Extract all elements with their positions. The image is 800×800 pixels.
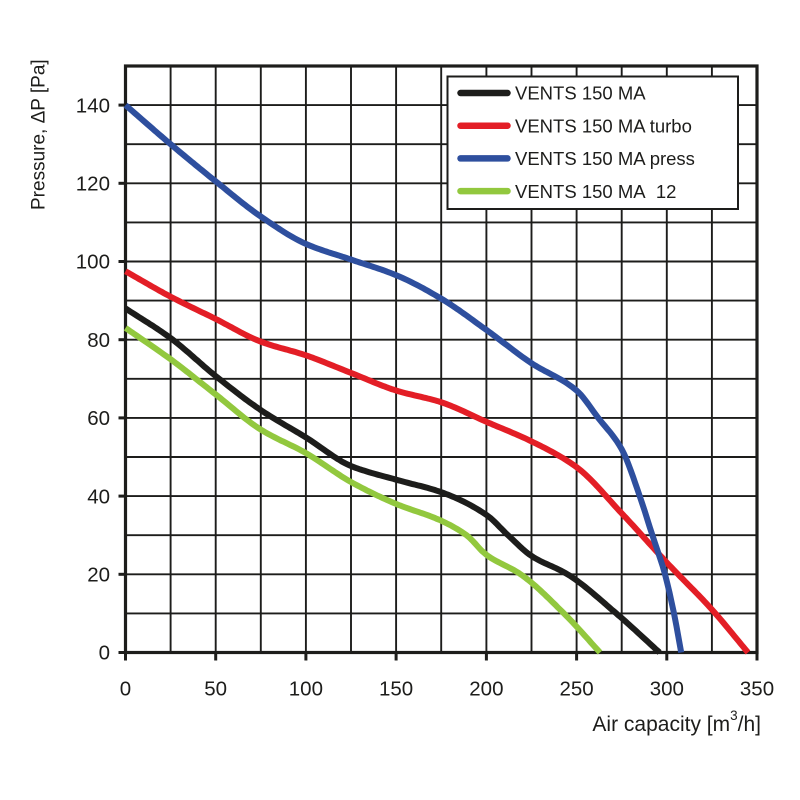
svg-text:150: 150	[379, 678, 413, 701]
svg-text:0: 0	[99, 642, 110, 665]
svg-text:60: 60	[87, 407, 110, 430]
svg-text:VENTS 150 MA press: VENTS 150 MA press	[515, 148, 695, 169]
svg-text:250: 250	[559, 678, 593, 701]
svg-text:20: 20	[87, 564, 110, 587]
svg-text:50: 50	[204, 678, 227, 701]
svg-text:VENTS 150 MA: VENTS 150 MA	[515, 83, 646, 104]
svg-text:40: 40	[87, 485, 110, 508]
svg-text:100: 100	[289, 678, 323, 701]
svg-text:120: 120	[76, 173, 110, 196]
svg-text:Air capacity [m3/h]: Air capacity [m3/h]	[592, 708, 761, 736]
svg-text:Pressure, ΔP [Pa]: Pressure, ΔP [Pa]	[29, 59, 50, 210]
svg-text:VENTS 150 MA turbo: VENTS 150 MA turbo	[515, 115, 692, 136]
svg-text:350: 350	[740, 678, 774, 701]
svg-text:VENTS 150 MA 12: VENTS 150 MA 12	[515, 181, 676, 202]
svg-text:200: 200	[469, 678, 503, 701]
svg-text:0: 0	[120, 678, 131, 701]
svg-text:300: 300	[650, 678, 684, 701]
svg-text:140: 140	[76, 94, 110, 117]
svg-text:80: 80	[87, 329, 110, 352]
svg-text:100: 100	[76, 251, 110, 274]
